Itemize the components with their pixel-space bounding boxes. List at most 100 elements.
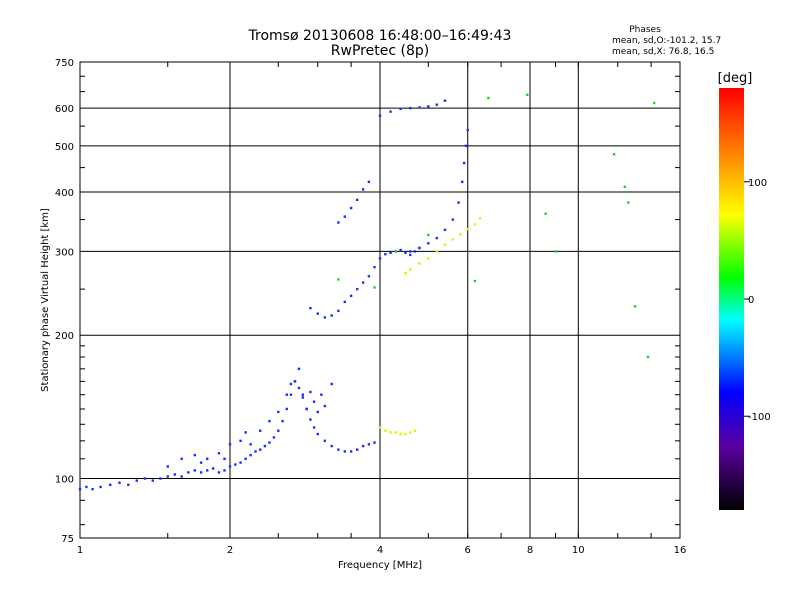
data-point	[173, 473, 177, 476]
x-axis-ticks: 1 2 4 6 8 10 16	[77, 62, 686, 556]
y-tick-label: 400	[55, 188, 74, 199]
data-point	[159, 477, 162, 480]
chart-subtitle: RwPretec (8p)	[331, 43, 429, 59]
data-point	[427, 105, 430, 108]
data-point	[323, 439, 327, 443]
data-point	[378, 426, 382, 429]
data-point	[646, 355, 650, 359]
data-point	[244, 457, 247, 461]
data-point	[526, 93, 529, 96]
data-point	[180, 457, 183, 461]
phases-o-line: mean, sd,O:-101.2, 15.7	[612, 36, 721, 46]
data-point	[205, 469, 209, 472]
data-point	[361, 444, 365, 448]
data-point	[330, 444, 333, 448]
data-point	[337, 309, 340, 313]
data-point	[409, 250, 412, 253]
data-point	[337, 448, 340, 451]
data-point	[180, 475, 183, 478]
data-point	[443, 243, 447, 246]
data-point	[239, 439, 242, 443]
colorbar-tick-label: -100	[748, 412, 771, 423]
data-point	[166, 475, 169, 478]
data-point	[435, 250, 438, 253]
data-point	[378, 257, 382, 260]
y-tick-label: 600	[55, 104, 74, 115]
data-point	[394, 431, 397, 434]
data-point	[409, 106, 412, 110]
data-point	[443, 99, 447, 102]
data-point	[309, 306, 312, 310]
x-axis-label: Frequency [MHz]	[338, 560, 422, 571]
data-point	[301, 396, 305, 399]
data-point	[217, 452, 221, 455]
data-point	[451, 238, 455, 241]
colorbar-label: [deg]	[718, 71, 753, 86]
data-point	[435, 236, 438, 240]
data-point	[461, 180, 464, 184]
data-point	[451, 218, 455, 221]
data-point	[309, 390, 312, 394]
data-point	[627, 201, 630, 204]
data-point	[343, 300, 347, 304]
data-point	[135, 479, 138, 482]
data-point	[85, 485, 88, 489]
data-point	[466, 128, 469, 132]
phases-x-line: mean, sd,X: 76.8, 16.5	[612, 47, 714, 57]
data-point	[355, 198, 359, 202]
data-point	[367, 180, 371, 184]
data-point	[349, 206, 353, 210]
data-point	[404, 272, 407, 275]
data-point	[193, 469, 197, 472]
data-point	[297, 386, 301, 390]
data-point	[418, 246, 421, 250]
data-point	[349, 450, 353, 453]
data-point	[399, 432, 402, 436]
data-point	[316, 432, 319, 436]
data-point	[427, 233, 430, 237]
data-point	[78, 487, 82, 491]
x-tick-label: 4	[377, 545, 383, 556]
data-point	[330, 382, 333, 386]
data-point	[389, 431, 392, 434]
data-point	[404, 251, 407, 255]
y-tick-label: 500	[55, 142, 74, 153]
data-point	[199, 471, 203, 474]
y-tick-label: 750	[55, 58, 74, 69]
data-point	[337, 221, 340, 224]
colorbar	[719, 88, 744, 510]
data-point	[259, 448, 262, 451]
data-point	[268, 419, 271, 423]
data-point	[277, 429, 280, 432]
data-point	[285, 393, 288, 396]
data-point	[478, 217, 482, 220]
data-point	[118, 481, 121, 484]
data-point	[462, 161, 466, 165]
x-tick-label: 1	[77, 545, 83, 556]
data-point	[361, 281, 365, 284]
data-point	[384, 429, 387, 432]
data-point	[187, 471, 190, 474]
data-point	[193, 453, 197, 457]
grid-lines	[80, 62, 680, 538]
data-point	[612, 153, 616, 156]
data-point	[409, 253, 412, 257]
data-point	[305, 407, 308, 411]
data-point	[316, 410, 319, 414]
data-point	[293, 380, 297, 383]
data-point	[399, 107, 402, 111]
y-tick-label: 75	[61, 534, 74, 545]
data-point	[343, 215, 347, 218]
data-point	[554, 250, 557, 253]
data-point	[277, 410, 280, 414]
data-point	[281, 419, 284, 423]
data-point	[343, 450, 347, 453]
data-point	[361, 188, 365, 191]
data-point	[443, 228, 447, 232]
data-point	[312, 400, 316, 403]
data-point	[367, 443, 371, 446]
data-point	[544, 212, 547, 215]
data-point	[427, 257, 430, 260]
colorbar-tick-label: 100	[748, 178, 767, 189]
